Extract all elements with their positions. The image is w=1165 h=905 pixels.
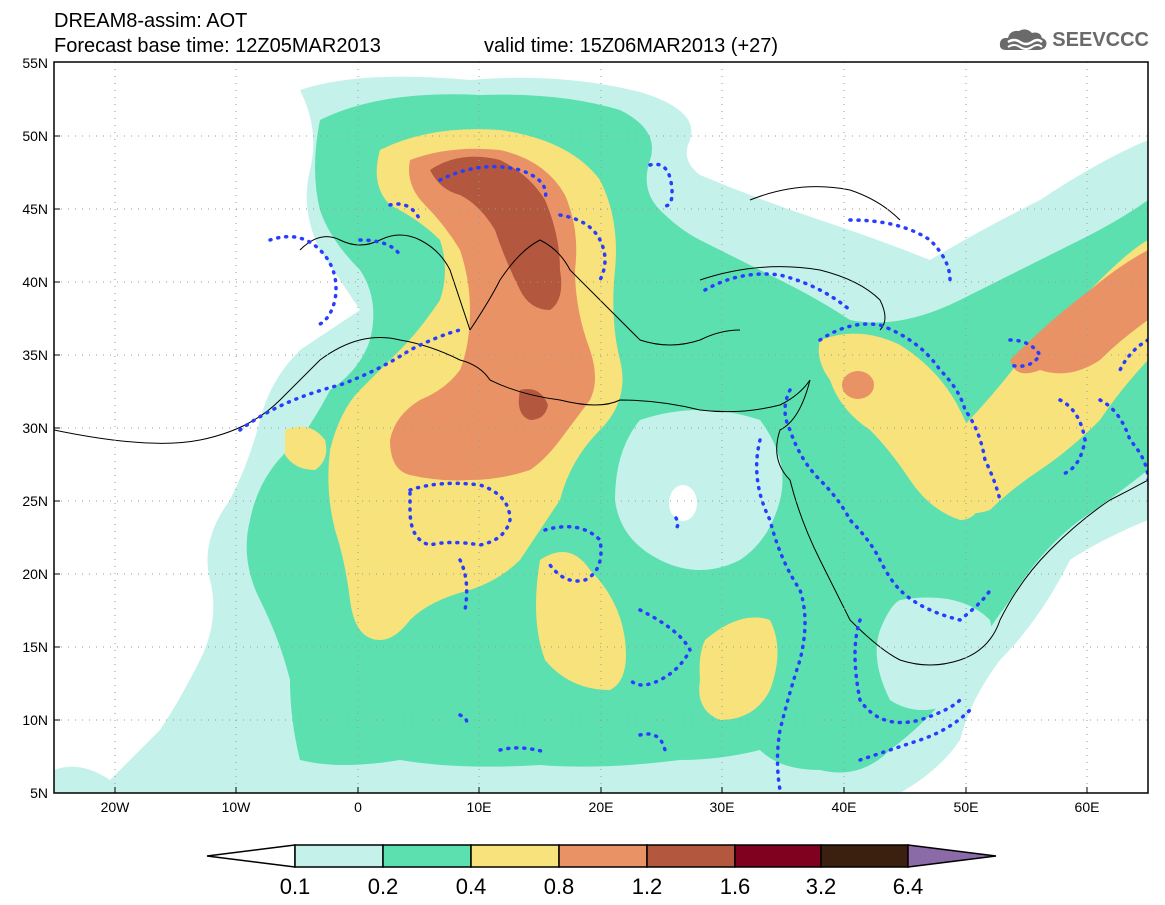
lon-label: 40E [832, 799, 857, 815]
logo-text: SEEVCCC [1052, 28, 1149, 51]
forecast-contours [238, 162, 1148, 792]
cloud-icon [1000, 29, 1047, 50]
aot-band-0.4-sudan [536, 552, 626, 690]
aot-clear-spot [669, 485, 697, 521]
aot-band-0.8-iraq [842, 371, 874, 399]
lat-label: 45N [22, 201, 48, 217]
lon-label: 10W [222, 799, 252, 815]
colorbar-segment [470, 844, 560, 868]
aot-band-0.4-westsahara [285, 426, 327, 470]
colorbar-label: 0.8 [544, 874, 575, 899]
colorbar-segment [558, 844, 648, 868]
forecast-base-time: Forecast base time: 12Z05MAR2013 [54, 35, 381, 57]
lat-label: 40N [22, 274, 48, 290]
colorbar: 0.1 0.2 0.4 0.8 1.2 1.6 3.2 6.4 [206, 844, 997, 899]
colorbar-segment [646, 844, 736, 868]
valid-time: valid time: 15Z06MAR2013 (+27) [484, 35, 779, 57]
lon-label: 0 [354, 799, 362, 815]
lat-label: 10N [22, 712, 48, 728]
map-title: DREAM8-assim: AOT [54, 10, 248, 32]
aot-band-0.1-horn [876, 597, 992, 710]
longitude-axis: 20W 10W 0 10E 20E 30E 40E 50E 60E [101, 787, 1100, 815]
lon-label: 30E [710, 799, 735, 815]
lon-label: 50E [954, 799, 979, 815]
lon-label: 60E [1075, 799, 1100, 815]
lat-label: 20N [22, 566, 48, 582]
colorbar-label: 1.2 [632, 874, 663, 899]
latitude-axis: 5N 10N 15N 20N 25N 30N 35N 40N 45N 50N 5… [22, 55, 60, 801]
aot-band-0.4-chad [699, 617, 778, 720]
colorbar-label: 1.6 [720, 874, 751, 899]
colorbar-label: 0.4 [456, 874, 487, 899]
lat-label: 55N [22, 55, 48, 71]
aot-band-1.2 [430, 156, 562, 310]
colorbar-high-arrow [907, 844, 997, 868]
lon-label: 10E [467, 799, 492, 815]
lon-label: 20E [589, 799, 614, 815]
colorbar-segment [734, 844, 822, 868]
aot-band-0.1-egypt [615, 410, 783, 570]
gridlines [54, 62, 1148, 793]
lon-label: 20W [101, 799, 131, 815]
seevccc-logo: SEEVCCC [998, 26, 1149, 54]
colorbar-label: 3.2 [806, 874, 837, 899]
colorbar-label: 0.1 [280, 874, 311, 899]
lat-label: 30N [22, 420, 48, 436]
colorbar-segment [382, 844, 472, 868]
aot-band-0.8-iran [1010, 250, 1148, 374]
lat-label: 5N [30, 785, 48, 801]
lat-label: 15N [22, 639, 48, 655]
colorbar-low-arrow [206, 844, 296, 868]
colorbar-label: 0.2 [368, 874, 399, 899]
colorbar-label: 6.4 [893, 874, 924, 899]
colorbar-segment [294, 844, 384, 868]
lat-label: 50N [22, 128, 48, 144]
colorbar-segment [820, 844, 909, 868]
lat-label: 35N [22, 347, 48, 363]
lat-label: 25N [22, 493, 48, 509]
